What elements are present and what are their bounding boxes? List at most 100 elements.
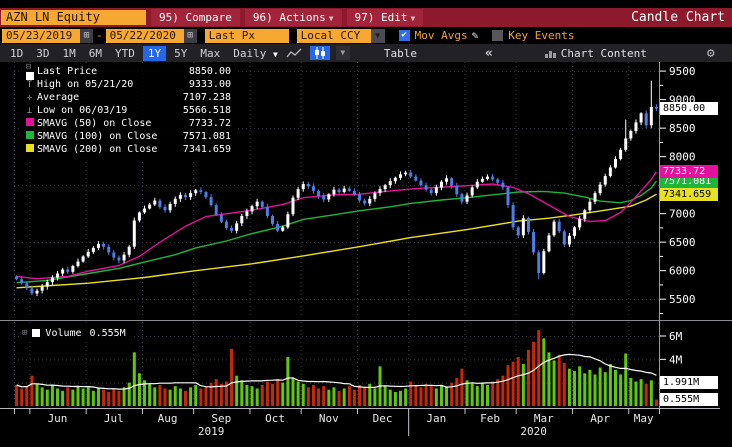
svg-text:Nov: Nov [319, 412, 339, 425]
svg-text:Jun: Jun [48, 412, 68, 425]
svg-text:Apr: Apr [590, 412, 610, 425]
svg-text:2020: 2020 [520, 425, 547, 438]
volume-value: 0.555M [89, 327, 126, 339]
range-6m[interactable]: 6M [88, 46, 102, 60]
svg-text:6000: 6000 [669, 265, 696, 278]
legend-label: SMAVG (50) on Close [37, 118, 152, 129]
volume-legend[interactable]: ⊞ Volume 0.555M [19, 325, 132, 342]
collapse-legend-icon[interactable]: ⊟ [25, 61, 32, 72]
compare-button[interactable]: 95) Compare [151, 9, 240, 26]
mov-avgs-checkbox[interactable]: ✔ [398, 30, 410, 41]
period-dropdown[interactable]: Daily ▼ [233, 47, 278, 60]
legend-label: Low on 06/03/19 [37, 105, 128, 116]
legend-value: 9333.00 [188, 79, 231, 90]
legend-value: 7571.081 [182, 131, 231, 142]
legend-row-smavg200[interactable]: SMAVG (200) on Close 7341.659 [22, 143, 231, 156]
average-marker-icon: ✛ [26, 92, 33, 103]
legend-row-high[interactable]: T High on 05/21/20 9333.00 [22, 78, 231, 91]
edit-label: 97) Edit [354, 11, 408, 24]
chart-content-icon [544, 49, 556, 58]
volume-label: Volume [45, 327, 82, 339]
svg-text:Oct: Oct [265, 412, 285, 425]
legend-label: SMAVG (200) on Close [37, 144, 158, 155]
collapse-panel-button[interactable]: « [484, 45, 493, 61]
date-range-separator: - [96, 29, 103, 42]
calendar-icon[interactable]: ⊞ [183, 28, 197, 43]
smavg50-axis-tag: 7733.72 [660, 165, 718, 178]
legend-row-smavg100[interactable]: SMAVG (100) on Close 7571.081 [22, 130, 231, 143]
legend-row-average[interactable]: ✛ Average 7107.238 [22, 91, 231, 104]
period-label: Daily [233, 46, 267, 60]
candle-chart-icon[interactable] [309, 46, 330, 60]
currency-dropdown-button[interactable]: ▼ [370, 28, 385, 43]
key-events-checkbox[interactable] [492, 30, 504, 41]
low-marker-icon: ⊥ [26, 105, 33, 116]
chevron-down-icon: ▼ [273, 49, 278, 59]
legend-label: SMAVG (100) on Close [37, 131, 158, 142]
svg-text:Jan: Jan [426, 412, 446, 425]
volume-last-axis-tag: 0.555M [660, 393, 718, 406]
table-button[interactable]: Table [383, 46, 417, 60]
chart-controls-row: 05/23/2019 ⊞ - 05/22/2020 ⊞ Last Px Loca… [0, 27, 732, 44]
range-1d[interactable]: 1D [10, 46, 24, 60]
svg-text:9500: 9500 [669, 65, 696, 78]
legend-value: 7107.238 [182, 92, 231, 103]
svg-text:5500: 5500 [669, 293, 696, 306]
date-from-field[interactable]: 05/23/2019 [2, 28, 80, 43]
page-title: Candle Chart [631, 10, 725, 25]
svg-text:May: May [634, 412, 654, 425]
edit-menu-button[interactable]: 97) Edit ▼ [346, 9, 424, 26]
range-3d[interactable]: 3D [36, 46, 50, 60]
legend-value: 8850.00 [188, 66, 231, 77]
range-max[interactable]: Max [200, 46, 221, 60]
svg-text:Aug: Aug [158, 412, 178, 425]
smavg200-marker-icon [25, 144, 34, 152]
svg-text:Dec: Dec [373, 412, 393, 425]
legend-value: 7733.72 [188, 118, 231, 129]
legend-label: Average [37, 92, 80, 103]
volume-marker-icon [32, 329, 41, 337]
price-type-field[interactable]: Last Px [204, 28, 289, 43]
chevron-down-icon: ▼ [328, 14, 334, 23]
range-1y[interactable]: 1Y [142, 45, 167, 61]
legend-row-smavg50[interactable]: SMAVG (50) on Close 7733.72 [22, 117, 231, 130]
volume-ma-axis-tag: 1.991M [660, 376, 718, 389]
smavg200-axis-tag: 7341.659 [660, 188, 718, 201]
svg-text:8500: 8500 [669, 122, 696, 135]
legend-label: Last Price [37, 66, 98, 77]
legend-row-low[interactable]: ⊥ Low on 06/03/19 5566.518 [22, 104, 231, 117]
pencil-icon[interactable]: ✎ [471, 29, 479, 42]
legend-row-last-price[interactable]: ⊟ Last Price 8850.00 [22, 61, 231, 80]
range-5y[interactable]: 5Y [174, 46, 188, 60]
range-toolbar-row: 1D 3D 1M 6M YTD 1Y 5Y Max Daily ▼ ▼ Tabl… [0, 44, 732, 62]
range-ytd[interactable]: YTD [115, 46, 135, 60]
svg-text:6500: 6500 [669, 236, 696, 249]
svg-text:Feb: Feb [480, 412, 500, 425]
svg-text:4M: 4M [669, 353, 683, 366]
gear-icon[interactable]: ⚙ [706, 45, 715, 61]
security-ticker-field[interactable]: AZN LN Equity [1, 10, 146, 25]
smavg100-axis-tag: 7571.081 [660, 175, 718, 188]
chart-legend: ⊟ Last Price 8850.00 T High on 05/21/20 … [19, 61, 236, 159]
date-to-field[interactable]: 05/22/2020 [105, 28, 184, 43]
svg-text:2019: 2019 [198, 425, 225, 438]
last-price-axis-tag: 8850.00 [660, 102, 718, 115]
chart-type-dropdown[interactable]: ▼ [335, 46, 350, 60]
svg-text:7000: 7000 [669, 208, 696, 221]
svg-text:Jul: Jul [104, 412, 124, 425]
chart-content-button[interactable]: Chart Content [544, 47, 647, 60]
currency-field[interactable]: Local CCY [296, 28, 371, 43]
title-bar: AZN LN Equity 95) Compare 96) Actions ▼ 9… [0, 8, 732, 27]
svg-text:Mar: Mar [534, 412, 554, 425]
smavg50-marker-icon [25, 118, 34, 126]
calendar-icon[interactable]: ⊞ [80, 28, 93, 43]
actions-menu-button[interactable]: 96) Actions ▼ [244, 9, 342, 26]
line-chart-icon[interactable] [283, 46, 304, 60]
mov-avgs-label: Mov Avgs [414, 29, 468, 42]
last-price-marker-icon [25, 71, 34, 80]
collapse-legend-icon[interactable]: ⊞ [22, 328, 28, 338]
legend-value: 7341.659 [182, 144, 231, 155]
range-1m[interactable]: 1M [62, 46, 76, 60]
actions-label: 96) Actions [252, 11, 326, 24]
